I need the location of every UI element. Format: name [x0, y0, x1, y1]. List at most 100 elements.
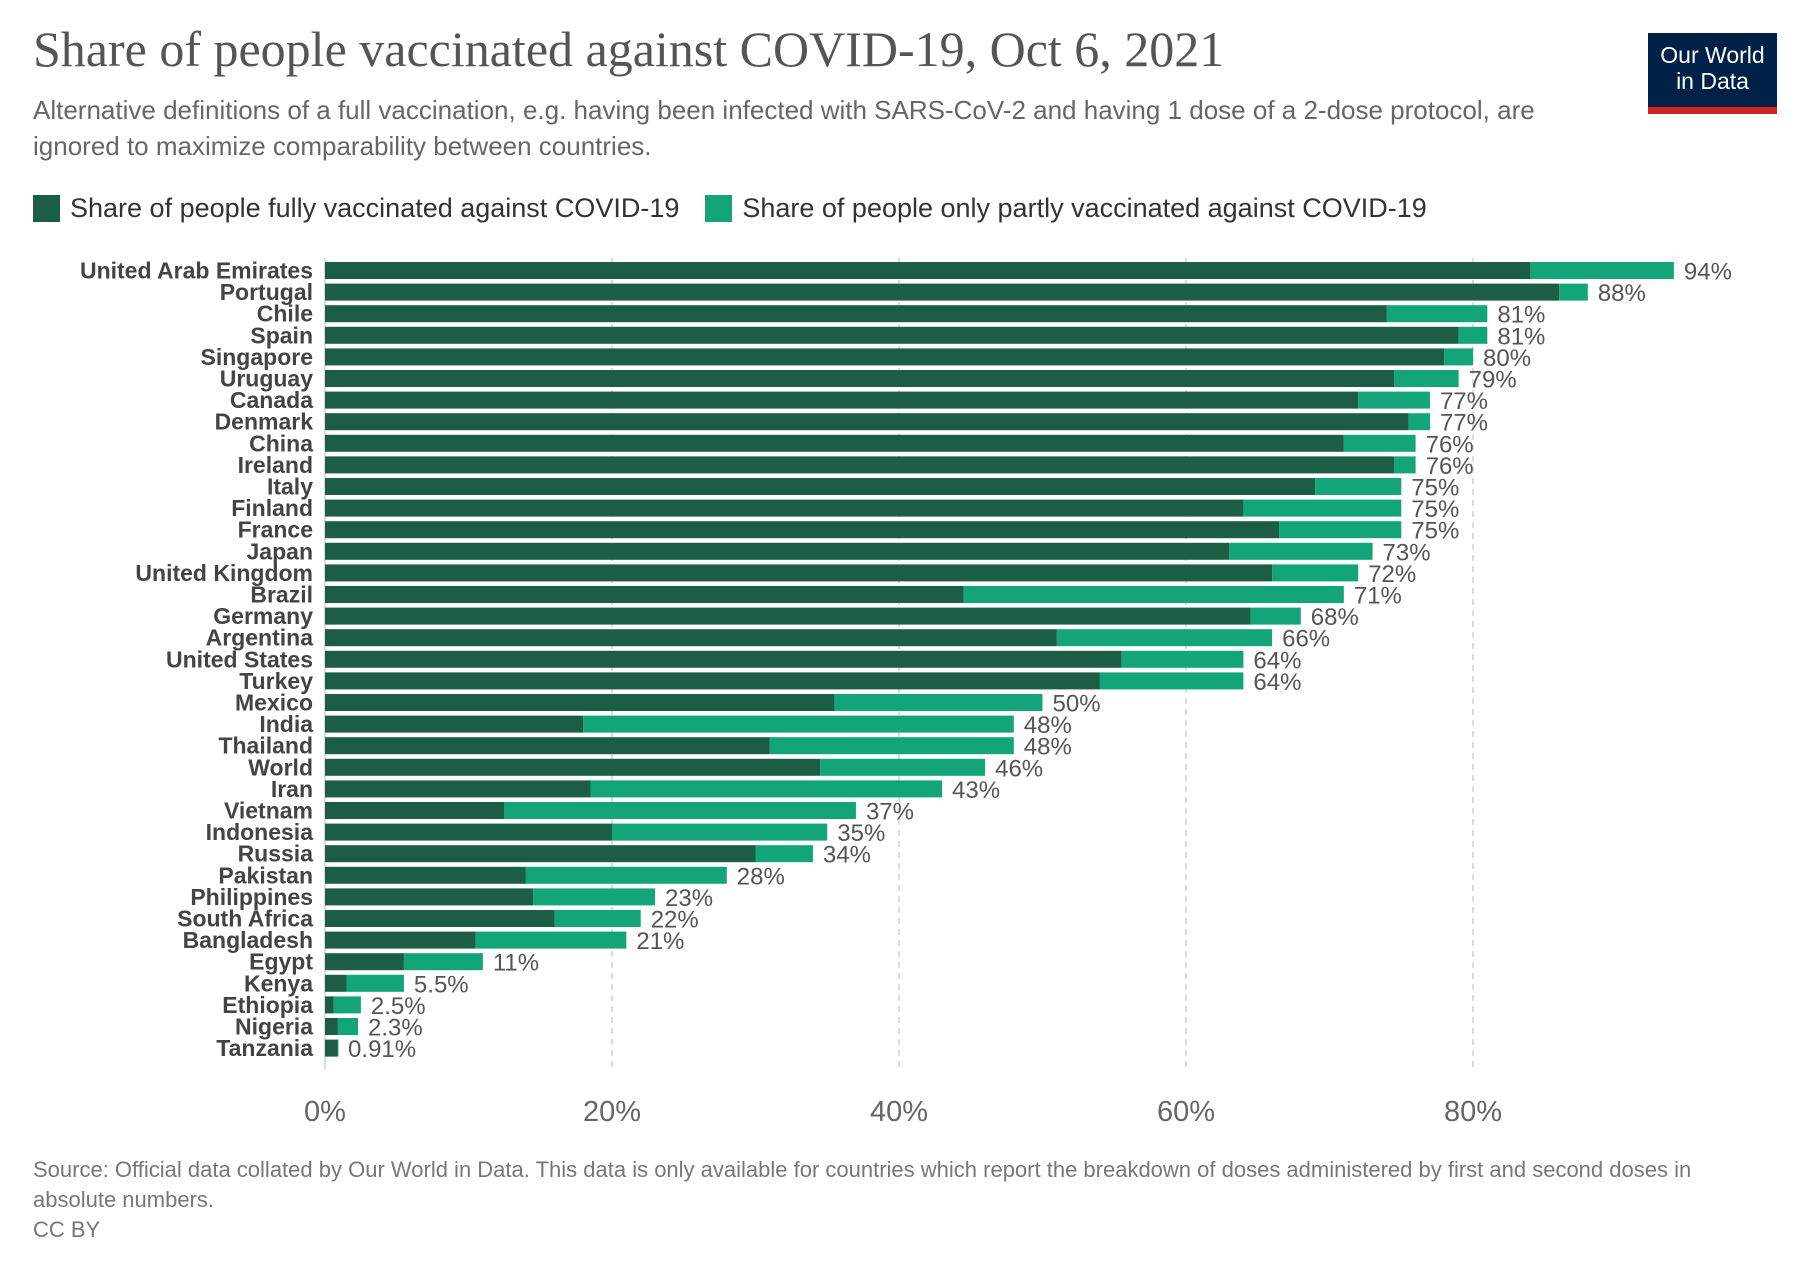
bar-fully-vaccinated[interactable]	[325, 953, 404, 971]
bar-fully-vaccinated[interactable]	[325, 370, 1395, 387]
bar-fully-vaccinated[interactable]	[325, 694, 835, 711]
bar-fully-vaccinated[interactable]	[325, 326, 1459, 344]
stacked-bar-chart: 0% 20% 40% 60% 80% United Arab Emirates 94% Por…	[80, 258, 1732, 1129]
bar-partly-vaccinated[interactable]	[834, 694, 1043, 711]
bar-partly-vaccinated[interactable]	[554, 910, 641, 927]
bar-fully-vaccinated[interactable]	[325, 802, 505, 819]
owid-logo[interactable]: Our World in Data	[1648, 33, 1777, 114]
bar-partly-vaccinated[interactable]	[1408, 413, 1430, 431]
bar-fully-vaccinated[interactable]	[325, 1039, 338, 1057]
bar-fully-vaccinated[interactable]	[325, 650, 1122, 668]
bar-partly-vaccinated[interactable]	[1056, 629, 1273, 647]
bar-partly-vaccinated[interactable]	[533, 888, 656, 906]
total-value-label: 50%	[1053, 691, 1101, 718]
legend-swatch-fully	[33, 195, 60, 222]
bar-fully-vaccinated[interactable]	[325, 262, 1531, 279]
total-value-label: 79%	[1469, 367, 1517, 394]
bar-fully-vaccinated[interactable]	[325, 391, 1359, 409]
total-value-label: 5.5%	[414, 971, 469, 998]
bar-fully-vaccinated[interactable]	[325, 845, 756, 863]
bar-partly-vaccinated[interactable]	[504, 802, 856, 819]
bar-fully-vaccinated[interactable]	[325, 910, 555, 927]
bar-partly-vaccinated[interactable]	[346, 974, 404, 992]
bar-fully-vaccinated[interactable]	[325, 607, 1251, 625]
category-label: Italy	[267, 474, 313, 500]
total-value-label: 77%	[1440, 388, 1488, 415]
bar-partly-vaccinated[interactable]	[475, 931, 627, 949]
total-value-label: 76%	[1426, 453, 1474, 480]
bar-fully-vaccinated[interactable]	[325, 1018, 338, 1035]
bar-fully-vaccinated[interactable]	[325, 931, 476, 949]
bar-partly-vaccinated[interactable]	[1458, 326, 1488, 344]
bar-partly-vaccinated[interactable]	[1394, 370, 1459, 387]
bar-fully-vaccinated[interactable]	[325, 283, 1560, 301]
license-note[interactable]: CC BY	[33, 1217, 101, 1242]
x-tick-label-0: 0%	[304, 1096, 346, 1128]
bar-partly-vaccinated[interactable]	[963, 586, 1344, 603]
total-value-label: 21%	[636, 928, 684, 955]
bar-fully-vaccinated[interactable]	[325, 974, 347, 992]
bar-fully-vaccinated[interactable]	[325, 672, 1100, 690]
bar-partly-vaccinated[interactable]	[1559, 283, 1588, 301]
bar-partly-vaccinated[interactable]	[755, 845, 813, 863]
bar-partly-vaccinated[interactable]	[583, 715, 1014, 733]
bar-fully-vaccinated[interactable]	[325, 499, 1244, 517]
bar-partly-vaccinated[interactable]	[1099, 672, 1244, 690]
total-value-label: 46%	[995, 755, 1043, 782]
total-value-label: 37%	[866, 799, 914, 826]
bar-partly-vaccinated[interactable]	[403, 953, 483, 971]
bar-fully-vaccinated[interactable]	[325, 737, 770, 755]
bar-fully-vaccinated[interactable]	[325, 478, 1316, 495]
bar-partly-vaccinated[interactable]	[1272, 564, 1359, 582]
bar-partly-vaccinated[interactable]	[1243, 499, 1402, 517]
bar-partly-vaccinated[interactable]	[337, 1018, 359, 1035]
bar-fully-vaccinated[interactable]	[325, 758, 821, 776]
legend-item-partly[interactable]: Share of people only partly vaccinated a…	[705, 193, 1427, 224]
bar-fully-vaccinated[interactable]	[325, 888, 534, 906]
bar-fully-vaccinated[interactable]	[325, 715, 584, 733]
bar-fully-vaccinated[interactable]	[325, 586, 964, 603]
bar-partly-vaccinated[interactable]	[1530, 262, 1674, 279]
bar-fully-vaccinated[interactable]	[325, 456, 1395, 474]
bar-partly-vaccinated[interactable]	[1394, 456, 1416, 474]
bar-partly-vaccinated[interactable]	[1315, 478, 1402, 495]
bar-fully-vaccinated[interactable]	[325, 996, 334, 1014]
category-label: Denmark	[215, 409, 314, 435]
category-label: World	[248, 754, 313, 780]
bar-partly-vaccinated[interactable]	[333, 996, 361, 1014]
bar-partly-vaccinated[interactable]	[1229, 542, 1373, 560]
bar-partly-vaccinated[interactable]	[1444, 348, 1473, 366]
total-value-label: 48%	[1024, 734, 1072, 761]
bar-partly-vaccinated[interactable]	[769, 737, 1014, 755]
bar-partly-vaccinated[interactable]	[1358, 391, 1430, 409]
bar-partly-vaccinated[interactable]	[1250, 607, 1301, 625]
bar-partly-vaccinated[interactable]	[1386, 305, 1488, 323]
bar-partly-vaccinated[interactable]	[590, 780, 943, 798]
bar-fully-vaccinated[interactable]	[325, 564, 1273, 582]
bar-fully-vaccinated[interactable]	[325, 629, 1057, 647]
bar-fully-vaccinated[interactable]	[325, 305, 1387, 323]
bar-partly-vaccinated[interactable]	[525, 866, 727, 884]
logo-line-1: Our World	[1660, 42, 1765, 68]
bar-fully-vaccinated[interactable]	[325, 521, 1280, 539]
total-value-label: 64%	[1253, 647, 1301, 674]
bar-partly-vaccinated[interactable]	[1121, 650, 1244, 668]
bar-partly-vaccinated[interactable]	[612, 823, 828, 841]
bar-partly-vaccinated[interactable]	[820, 758, 986, 776]
legend-item-fully[interactable]: Share of people fully vaccinated against…	[33, 193, 679, 224]
category-label: Bangladesh	[183, 927, 313, 953]
category-label: Nigeria	[235, 1014, 313, 1040]
bar-fully-vaccinated[interactable]	[325, 348, 1445, 366]
bar-partly-vaccinated[interactable]	[337, 1039, 339, 1057]
category-label: Egypt	[249, 949, 313, 975]
bar-fully-vaccinated[interactable]	[325, 542, 1230, 560]
bar-partly-vaccinated[interactable]	[1343, 434, 1416, 452]
bar-fully-vaccinated[interactable]	[325, 434, 1344, 452]
bar-partly-vaccinated[interactable]	[1279, 521, 1402, 539]
category-label: Portugal	[220, 279, 313, 305]
category-label: Ireland	[238, 452, 313, 478]
bar-fully-vaccinated[interactable]	[325, 823, 612, 841]
bar-fully-vaccinated[interactable]	[325, 780, 591, 798]
bar-fully-vaccinated[interactable]	[325, 413, 1409, 431]
bar-fully-vaccinated[interactable]	[325, 866, 526, 884]
